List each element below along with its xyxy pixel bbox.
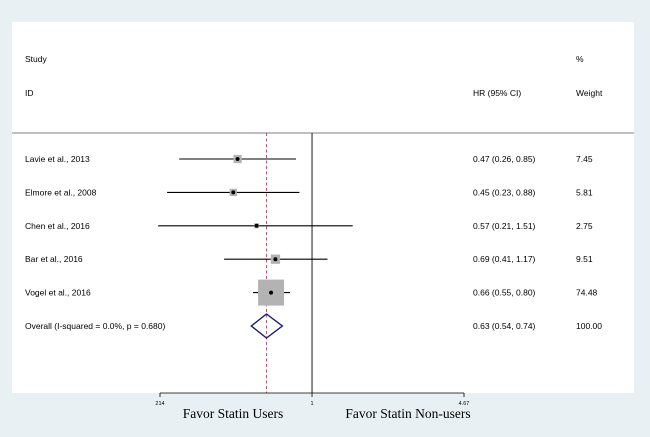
weight-header: Weight bbox=[576, 88, 603, 98]
hr-ci-value: 0.45 (0.23, 0.88) bbox=[473, 187, 536, 197]
overall-diamond bbox=[250, 313, 284, 339]
study-label: Bar et al., 2016 bbox=[25, 254, 83, 264]
percent-header: % bbox=[576, 54, 584, 64]
overall-hr-ci-value: 0.63 (0.54, 0.74) bbox=[473, 321, 536, 331]
study-rows: Lavie et al., 2013 0.47 (0.26, 0.85) 7.45 E… bbox=[25, 133, 602, 393]
study-label: Lavie et al., 2013 bbox=[25, 154, 90, 164]
hr-ci-value: 0.47 (0.26, 0.85) bbox=[473, 154, 536, 164]
study-row: Lavie et al., 2013 0.47 (0.26, 0.85) 7.45 bbox=[25, 154, 593, 164]
overall-row: Overall (I-squared = 0.0%, p = 0.680) 0.6… bbox=[25, 313, 602, 339]
point-estimate bbox=[235, 157, 240, 161]
overall-weight-value: 100.00 bbox=[576, 321, 602, 331]
point-estimate bbox=[269, 290, 274, 295]
point-estimate bbox=[254, 223, 259, 228]
study-row: Elmore et al., 2008 0.45 (0.23, 0.88) 5.81 bbox=[25, 187, 593, 197]
x-tick-label: 4.67 bbox=[459, 401, 470, 407]
hr-ci-value: 0.66 (0.55, 0.80) bbox=[473, 288, 536, 298]
study-label: Elmore et al., 2008 bbox=[25, 187, 97, 197]
point-estimate bbox=[273, 257, 278, 262]
weight-value: 7.45 bbox=[576, 154, 593, 164]
plot-panel bbox=[12, 22, 634, 393]
weight-value: 2.75 bbox=[576, 221, 593, 231]
study-row: Bar et al., 2016 0.69 (0.41, 1.17) 9.51 bbox=[25, 254, 593, 264]
study-row: Chen et al., 2016 0.57 (0.21, 1.51) 2.75 bbox=[25, 221, 593, 231]
id-header: ID bbox=[25, 88, 34, 98]
point-estimate bbox=[231, 190, 236, 195]
study-header: Study bbox=[25, 54, 47, 64]
hr-ci-value: 0.69 (0.41, 1.17) bbox=[473, 254, 536, 264]
study-row: Vogel et al., 2016 0.66 (0.55, 0.80) 74.48 bbox=[25, 279, 598, 306]
x-axis-ticks: 214 1 4.67 bbox=[155, 393, 469, 407]
study-label: Chen et al., 2016 bbox=[25, 221, 90, 231]
hr-header: HR (95% CI) bbox=[473, 88, 521, 98]
study-label: Vogel et al., 2016 bbox=[25, 288, 91, 298]
weight-value: 9.51 bbox=[576, 254, 593, 264]
favor-nonusers-caption: Favor Statin Non-users bbox=[345, 406, 470, 421]
weight-value: 5.81 bbox=[576, 187, 593, 197]
hr-ci-value: 0.57 (0.21, 1.51) bbox=[473, 221, 536, 231]
overall-label: Overall (I-squared = 0.0%, p = 0.680) bbox=[25, 321, 165, 331]
favor-users-caption: Favor Statin Users bbox=[183, 406, 284, 421]
x-tick-label: 1 bbox=[310, 401, 313, 407]
weight-value: 74.48 bbox=[576, 288, 598, 298]
x-tick-label: 214 bbox=[155, 401, 164, 407]
